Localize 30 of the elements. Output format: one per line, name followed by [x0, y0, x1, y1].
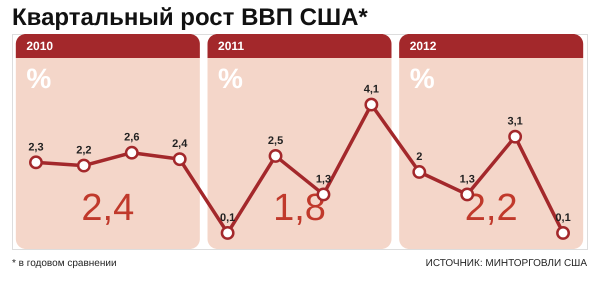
annotation: 2,4 [81, 187, 134, 229]
data-label: 1,3 [460, 173, 475, 186]
text: * в годовом сравнении [12, 258, 117, 269]
data-label: 2,6 [124, 132, 140, 144]
point [508, 130, 522, 144]
chart-title: Квартальный рост ВВП США* [12, 4, 368, 31]
point [76, 158, 91, 173]
data-label: 2,3 [28, 141, 44, 154]
data-label: 2 [416, 150, 422, 163]
point [412, 165, 426, 179]
text: 2010 [26, 39, 54, 53]
data-label: 4,1 [364, 84, 380, 96]
text: 2012 [410, 39, 437, 53]
data-label: 3,1 [507, 116, 523, 128]
data-label: 2,2 [76, 144, 92, 157]
point [220, 226, 235, 240]
text: % [26, 63, 52, 94]
text: % [218, 63, 244, 94]
text: 2011 [218, 39, 244, 53]
point [364, 98, 378, 112]
data-label: 2,4 [172, 138, 188, 150]
point [172, 152, 187, 166]
data-label: 0,1 [220, 212, 236, 224]
point [268, 149, 282, 163]
data-label: 2,5 [268, 134, 284, 147]
point [556, 226, 570, 240]
text: ИСТОЧНИК: МИНТОРГОВЛИ США [426, 258, 588, 269]
point [124, 146, 139, 160]
text: % [410, 63, 435, 94]
point [29, 155, 43, 170]
